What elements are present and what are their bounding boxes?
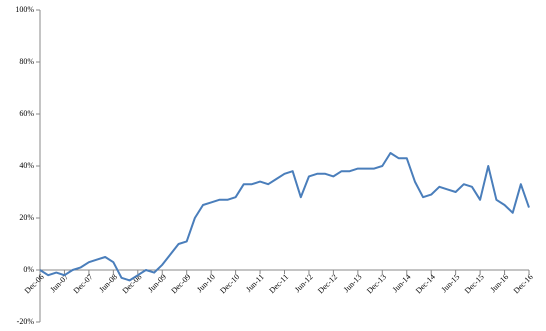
x-tick-label: Dec-15 [463, 272, 486, 295]
x-tick-label: Dec-10 [218, 272, 241, 295]
x-tick-label: Jun-09 [146, 272, 168, 294]
x-tick-label: Dec-11 [267, 272, 290, 295]
x-tick-label: Dec-09 [169, 272, 192, 295]
x-tick-label: Dec-13 [365, 272, 388, 295]
y-tick-label: 0% [23, 265, 34, 274]
y-tick-label: 80% [19, 57, 34, 66]
x-tick-label: Jun-15 [440, 272, 462, 294]
y-tick-label: 60% [19, 109, 34, 118]
x-tick-label: Jun-10 [195, 272, 217, 294]
x-tick-label: Dec-16 [512, 272, 535, 295]
x-tick-label: Jun-16 [488, 272, 510, 294]
x-tick-label: Dec-08 [120, 272, 143, 295]
x-tick-label: Jun-14 [391, 272, 413, 294]
data-line [39, 152, 530, 282]
x-tick-label: Jun-13 [342, 272, 364, 294]
y-tick-label: 20% [19, 213, 34, 222]
x-tick-label: Dec-07 [72, 272, 95, 295]
x-tick-label: Jun-12 [293, 272, 315, 294]
x-tick-label: Jun-08 [97, 272, 119, 294]
x-tick-label: Dec-12 [316, 272, 339, 295]
x-tick-label: Jun-11 [244, 272, 266, 294]
x-tick-label: Jun-07 [48, 272, 70, 294]
y-tick-label: 100% [15, 5, 34, 14]
y-tick-label: -20% [17, 317, 35, 326]
x-tick-label: Dec-14 [414, 272, 437, 295]
y-tick-label: 40% [19, 161, 34, 170]
x-tick-label: Dec-06 [23, 272, 46, 295]
